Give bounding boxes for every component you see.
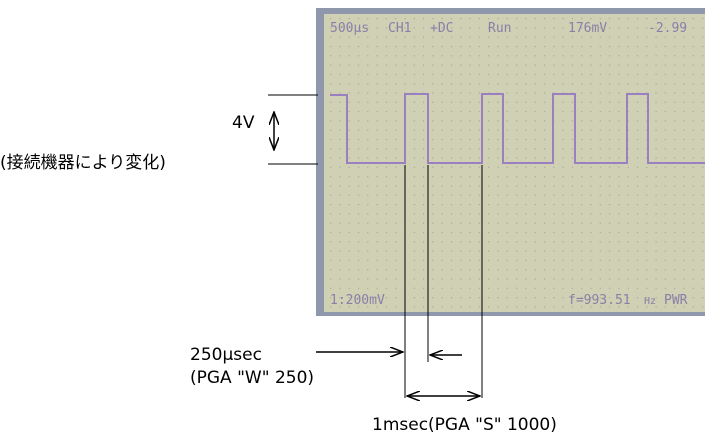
period-label: 1msec(PGA "S" 1000) (372, 415, 557, 435)
amplitude-note: (接続機器により変化) (0, 153, 166, 173)
coupling: +DC (430, 21, 453, 36)
channel: CH1 (388, 21, 411, 36)
timebase: 500µs (330, 21, 369, 36)
power: PWR (664, 293, 688, 308)
waveform (330, 93, 705, 164)
offset: -2.99 (648, 21, 687, 36)
trigger-level: 176mV (568, 21, 607, 36)
amplitude-label: 4V (232, 113, 255, 133)
pulse-width-note: (PGA "W" 250) (190, 368, 314, 388)
vertical-scale: 1:200mV (330, 293, 385, 308)
run-state: Run (488, 21, 511, 36)
pulse-width-label: 250μsec (190, 345, 262, 365)
frequency: f=993.51 (568, 293, 631, 308)
frequency-unit: Hz (644, 296, 656, 307)
